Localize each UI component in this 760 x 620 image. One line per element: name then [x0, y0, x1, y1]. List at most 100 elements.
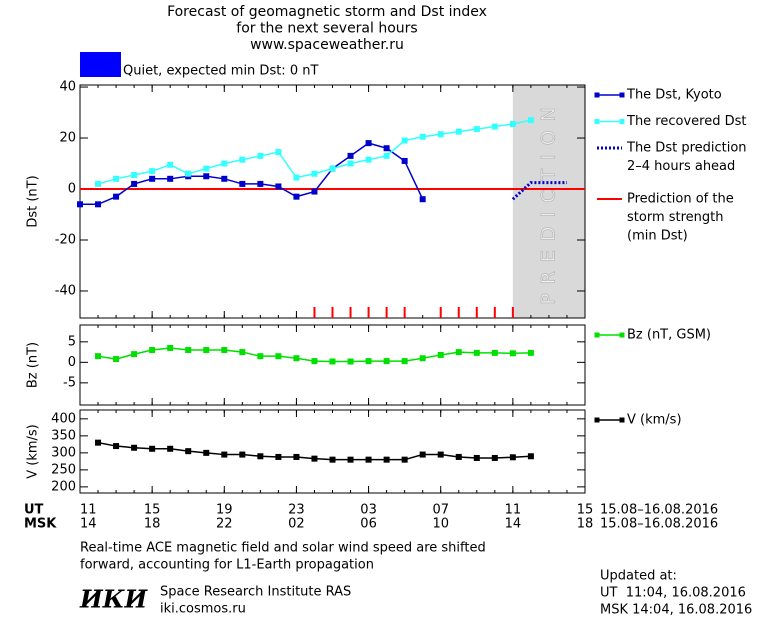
x-tick-label: 11	[80, 503, 97, 518]
data-point	[239, 156, 246, 163]
data-point	[437, 351, 444, 358]
y-axis-label: Dst (nT)	[26, 175, 41, 227]
legend-marker	[619, 119, 625, 124]
chart-title: Forecast of geomagnetic storm and Dst in…	[167, 4, 487, 20]
data-point	[347, 160, 354, 167]
series-line	[511, 181, 567, 201]
status-box	[80, 52, 121, 77]
data-point	[257, 353, 264, 360]
data-point	[473, 349, 480, 356]
x-tick-label: 15	[144, 503, 161, 518]
y-tick-label: 300	[51, 445, 76, 460]
data-point	[131, 171, 138, 178]
data-point	[167, 344, 174, 351]
updated: UT 11:04, 16.08.2016	[600, 586, 746, 601]
footer-note: forward, accounting for L1-Earth propaga…	[80, 558, 374, 573]
x-tick-label-msk: 10	[432, 517, 449, 532]
data-point	[257, 152, 264, 159]
legend-marker	[619, 332, 625, 338]
data-point	[221, 347, 228, 354]
legend-label: The Dst, Kyoto	[626, 88, 722, 103]
data-point	[221, 451, 228, 458]
data-point	[527, 117, 534, 124]
legend-label: The recovered Dst	[626, 114, 746, 129]
x-tick-label: 15	[577, 503, 594, 518]
data-point	[365, 140, 372, 147]
data-point	[311, 358, 318, 365]
data-point	[131, 444, 138, 451]
data-point	[257, 180, 264, 187]
legend-marker	[594, 417, 600, 423]
data-point	[419, 196, 426, 203]
legend-label: The Dst prediction	[626, 141, 747, 156]
y-tick-label: -5	[63, 375, 76, 390]
legend-marker	[594, 332, 600, 338]
y-tick-label: -40	[55, 283, 76, 298]
data-point	[221, 175, 228, 182]
y-tick-label: 40	[59, 80, 76, 95]
data-point	[293, 193, 300, 200]
data-point	[401, 358, 408, 365]
data-point	[473, 126, 480, 133]
x-tick-label-msk: 02	[288, 517, 305, 532]
data-point	[491, 349, 498, 356]
data-point	[473, 454, 480, 461]
data-point	[239, 451, 246, 458]
legend-label: V (km/s)	[627, 413, 682, 428]
data-point	[437, 451, 444, 458]
data-point	[185, 347, 192, 354]
data-point	[455, 453, 462, 460]
data-point	[509, 454, 516, 461]
institute: Space Research Institute RAS	[160, 585, 351, 600]
legend-marker	[619, 92, 625, 98]
date-range: 15.08–16.08.2016	[600, 517, 718, 532]
y-axis-label: Bz (nT)	[26, 342, 41, 388]
url: iki.cosmos.ru	[160, 602, 246, 617]
data-point	[419, 133, 426, 140]
x-tick-label-msk: 18	[144, 517, 161, 532]
data-point	[95, 353, 102, 360]
data-point	[131, 180, 138, 187]
data-point	[293, 174, 300, 181]
data-point	[95, 180, 102, 187]
legend-marker	[594, 92, 600, 98]
legend-label: storm strength	[627, 210, 724, 225]
chart-title: for the next several hours	[236, 21, 417, 37]
data-point	[527, 453, 534, 460]
data-point	[131, 351, 138, 358]
x-tick-label-msk: 22	[216, 517, 233, 532]
x-row-label: MSK	[24, 517, 57, 532]
data-point	[293, 453, 300, 460]
x-tick-label: 19	[216, 503, 233, 518]
x-tick-label-msk: 14	[505, 517, 522, 532]
x-row-label: UT	[24, 503, 44, 518]
data-point	[347, 358, 354, 365]
legend-marker	[619, 417, 625, 423]
data-point	[401, 137, 408, 144]
updated: Updated at:	[600, 569, 677, 584]
x-tick-label: 11	[505, 503, 522, 518]
data-point	[329, 358, 336, 365]
data-point	[275, 149, 282, 156]
data-point	[437, 131, 444, 138]
data-point	[455, 349, 462, 356]
data-point	[275, 453, 282, 460]
data-point	[347, 152, 354, 159]
data-point	[149, 445, 156, 452]
data-point	[383, 456, 390, 463]
y-tick-label: 20	[59, 131, 76, 146]
data-point	[365, 456, 372, 463]
data-point	[203, 165, 210, 172]
data-point	[383, 358, 390, 365]
data-point	[113, 443, 120, 450]
x-tick-label: 03	[360, 503, 377, 518]
data-point	[185, 170, 192, 177]
legend-label: Bz (nT, GSM)	[627, 328, 711, 343]
data-point	[509, 350, 516, 357]
data-point	[221, 160, 228, 167]
y-tick-label: -20	[55, 232, 76, 247]
data-point	[311, 455, 318, 462]
data-point	[113, 356, 120, 363]
updated: MSK 14:04, 16.08.2016	[600, 603, 752, 618]
